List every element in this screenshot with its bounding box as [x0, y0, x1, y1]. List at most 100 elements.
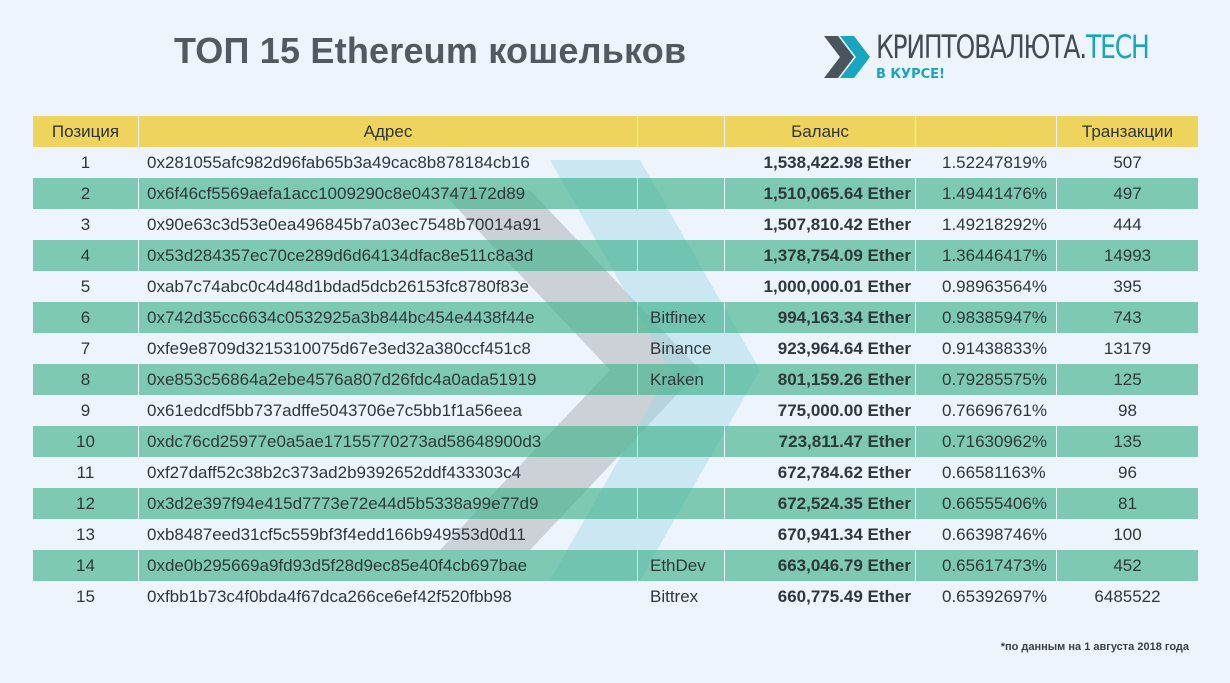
cell-balance: 723,811.47 Ether [725, 426, 915, 457]
cell-transactions: 743 [1057, 302, 1198, 333]
cell-position: 14 [33, 550, 138, 581]
cell-label: EthDev [638, 550, 724, 581]
cell-balance: 1,538,422.98 Ether [763, 152, 911, 172]
cell-label [638, 426, 724, 457]
cell-transactions: 96 [1118, 462, 1137, 482]
cell-balance: 672,784.62 Ether [777, 462, 911, 482]
cell-balance: 670,941.34 Ether [777, 524, 911, 544]
cell-percent: 0.76696761% [942, 400, 1047, 420]
cell-percent: 0.98385947% [916, 302, 1056, 333]
cell-percent: 0.66581163% [942, 462, 1046, 482]
header-percent [916, 116, 1056, 147]
cell-balance: 1,507,810.42 Ether [763, 214, 911, 234]
table-row: 7 0xfe9e8709d3215310075d67e3ed32a380ccf45… [33, 333, 1198, 364]
cell-address: 0x6f46cf5569aefa1acc1009290c8e043747172d… [139, 178, 637, 209]
cell-position: 2 [33, 178, 138, 209]
cell-balance: 1,510,065.64 Ether [725, 178, 915, 209]
cell-label [638, 519, 724, 550]
cell-address: 0xfbb1b73c4f0bda4f67dca266ce6ef42f520fbb… [147, 586, 512, 606]
cell-percent: 0.65617473% [916, 550, 1056, 581]
cell-transactions: 497 [1057, 178, 1198, 209]
cell-position: 6 [33, 302, 138, 333]
logo-word-main: КРИПТОВАЛЮТА. [876, 28, 1087, 66]
cell-percent: 0.66555406% [916, 488, 1056, 519]
cell-balance: 775,000.00 Ether [777, 400, 911, 420]
cell-position: 7 [80, 338, 91, 358]
cell-label: Bittrex [650, 586, 699, 606]
cell-position: 12 [33, 488, 138, 519]
cell-address: 0xde0b295669a9fd93d5f28d9ec85e40f4cb697b… [139, 550, 637, 581]
cell-balance: 663,046.79 Ether [725, 550, 915, 581]
cell-position: 5 [80, 276, 91, 296]
cell-position: 10 [33, 426, 138, 457]
cell-balance: 801,159.26 Ether [725, 364, 915, 395]
cell-position: 9 [80, 400, 91, 420]
cell-balance: 994,163.34 Ether [725, 302, 915, 333]
cell-transactions: 452 [1057, 550, 1198, 581]
cell-transactions: 125 [1057, 364, 1198, 395]
cell-address: 0x281055afc982d96fab65b3a49cac8b878184cb… [147, 152, 530, 172]
cell-percent: 0.91438833% [942, 338, 1047, 358]
table-row: 3 0x90e63c3d53e0ea496845b7a03ec7548b70014… [33, 209, 1198, 240]
cell-position: 11 [76, 462, 95, 482]
logo-tagline: В КУРСЕ! [876, 67, 945, 82]
cell-label [638, 178, 724, 209]
cell-transactions: 135 [1057, 426, 1198, 457]
cell-label [638, 457, 724, 488]
cell-balance: 923,964.64 Ether [777, 338, 911, 358]
cell-transactions: 14993 [1057, 240, 1198, 271]
wallets-table-container: Позиция Адрес Баланс Транзакции 1 0x28105… [32, 116, 1199, 612]
cell-balance: 1,378,754.09 Ether [725, 240, 915, 271]
cell-address: 0xdc76cd25977e0a5ae17155770273ad58648900… [139, 426, 637, 457]
cell-percent: 0.71630962% [916, 426, 1056, 457]
cell-label [638, 395, 724, 426]
logo-word-accent: TECH [1086, 28, 1150, 66]
cell-transactions: 444 [1113, 214, 1142, 234]
cell-transactions: 98 [1118, 400, 1137, 420]
cell-percent: 0.98963564% [942, 276, 1047, 296]
cell-position: 3 [80, 214, 91, 234]
cell-position: 4 [33, 240, 138, 271]
cell-label: Kraken [638, 364, 724, 395]
header-address: Адрес [139, 116, 637, 147]
cell-label [638, 147, 724, 178]
cell-percent: 1.49441476% [916, 178, 1056, 209]
cell-label [638, 271, 724, 302]
table-row: 14 0xde0b295669a9fd93d5f28d9ec85e40f4cb69… [33, 550, 1198, 581]
cell-balance: 672,524.35 Ether [725, 488, 915, 519]
cell-label [638, 240, 724, 271]
cell-address: 0xab7c74abc0c4d48d1bdad5dcb26153fc8780f8… [147, 276, 529, 296]
cell-transactions: 13179 [1103, 338, 1152, 358]
cell-address: 0xb8487eed31cf5c559bf3f4edd166b949553d0d… [147, 524, 526, 544]
cell-transactions: 100 [1113, 524, 1142, 544]
cell-label [638, 488, 724, 519]
cell-position: 13 [76, 524, 95, 544]
logo-wordmark: КРИПТОВАЛЮТА.TECH [876, 28, 1150, 66]
cell-balance: 660,775.49 Ether [777, 586, 911, 606]
cell-transactions: 507 [1113, 152, 1142, 172]
cell-address: 0xe853c56864a2ebe4576a807d26fdc4a0ada519… [139, 364, 637, 395]
header-position: Позиция [33, 116, 138, 147]
cell-label [638, 209, 724, 240]
table-row: 12 0x3d2e397f94e415d7773e72e44d5b5338a99e… [33, 488, 1198, 519]
cell-address: 0x3d2e397f94e415d7773e72e44d5b5338a99e77… [139, 488, 637, 519]
table-header-row: Позиция Адрес Баланс Транзакции [33, 116, 1198, 147]
wallets-table: Позиция Адрес Баланс Транзакции 1 0x28105… [32, 116, 1199, 612]
table-row: 15 0xfbb1b73c4f0bda4f67dca266ce6ef42f520f… [33, 581, 1198, 612]
cell-transactions: 6485522 [1094, 586, 1161, 606]
table-row: 11 0xf27daff52c38b2c373ad2b9392652ddf4333… [33, 457, 1198, 488]
cell-transactions: 81 [1057, 488, 1198, 519]
cell-address: 0x53d284357ec70ce289d6d64134dfac8e511c8a… [139, 240, 637, 271]
cell-address: 0x742d35cc6634c0532925a3b844bc454e4438f4… [139, 302, 637, 333]
table-row: 5 0xab7c74abc0c4d48d1bdad5dcb26153fc8780f… [33, 271, 1198, 302]
header-transactions: Транзакции [1057, 116, 1198, 147]
cell-label: Bitfinex [638, 302, 724, 333]
cell-percent: 1.49218292% [942, 214, 1047, 234]
brand-logo: КРИПТОВАЛЮТА.TECH В КУРСЕ! [824, 28, 1150, 86]
header-label [638, 116, 724, 147]
cell-address: 0x90e63c3d53e0ea496845b7a03ec7548b70014a… [147, 214, 542, 234]
cell-transactions: 395 [1113, 276, 1142, 296]
table-row: 13 0xb8487eed31cf5c559bf3f4edd166b949553d… [33, 519, 1198, 550]
cell-address: 0xf27daff52c38b2c373ad2b9392652ddf433303… [147, 462, 522, 482]
cell-percent: 0.79285575% [916, 364, 1056, 395]
